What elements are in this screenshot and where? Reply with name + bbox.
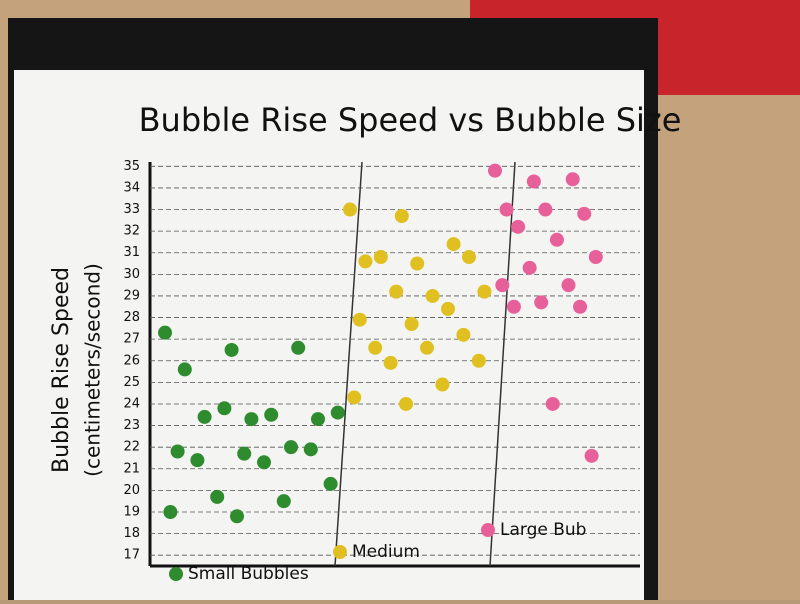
dot <box>588 250 603 265</box>
dot <box>499 202 514 217</box>
legend-label: Medium <box>352 542 420 562</box>
dot <box>462 250 476 265</box>
dot <box>404 317 419 332</box>
dot <box>511 219 526 234</box>
dot <box>488 163 502 178</box>
y-tick-label: 33 <box>123 202 140 217</box>
y-tick-label: 18 <box>123 526 140 541</box>
dot <box>163 504 178 519</box>
dot <box>549 232 564 247</box>
dot <box>291 340 306 355</box>
y-tick-label: 22 <box>123 440 140 455</box>
legend-dot <box>481 523 495 537</box>
dot <box>368 340 383 355</box>
dot <box>257 455 271 470</box>
dot <box>210 489 225 504</box>
dot <box>534 295 549 310</box>
y-tick-label: 27 <box>123 332 140 347</box>
dot <box>276 494 291 509</box>
y-tick-label: 32 <box>123 224 140 239</box>
dot <box>323 476 338 491</box>
dot <box>170 444 185 459</box>
dot <box>383 355 398 370</box>
dot <box>584 448 599 463</box>
dot <box>224 342 239 357</box>
dot <box>435 377 450 392</box>
dot <box>477 284 492 299</box>
dot <box>446 237 461 252</box>
y-axis-label: (centimeters/second) <box>81 263 105 477</box>
y-tick-label: 28 <box>123 310 140 325</box>
dot <box>244 412 259 427</box>
column-divider <box>334 161 363 567</box>
y-tick-label: 30 <box>123 267 140 282</box>
dot <box>573 299 588 314</box>
dot <box>347 390 362 405</box>
dot <box>471 353 486 368</box>
dot <box>389 284 404 299</box>
dot <box>420 340 434 355</box>
y-tick-label: 26 <box>123 353 140 368</box>
dot <box>284 440 298 455</box>
dot <box>158 325 172 340</box>
column-divider <box>489 161 516 567</box>
dot <box>230 509 244 524</box>
y-tick-label: 23 <box>123 418 140 433</box>
y-tick-label: 24 <box>123 396 140 411</box>
dot <box>506 299 521 314</box>
dot <box>311 412 325 427</box>
dot <box>217 401 232 416</box>
dot <box>358 254 373 269</box>
dot <box>303 442 318 457</box>
dot <box>394 209 409 224</box>
dot <box>343 202 357 217</box>
legend-dot <box>169 567 183 581</box>
y-tick-label: 31 <box>123 245 140 260</box>
dot <box>410 256 425 271</box>
dot <box>577 206 592 221</box>
y-tick-label: 21 <box>123 461 140 476</box>
dot <box>425 288 440 303</box>
dot <box>190 453 205 468</box>
chart-title: Bubble Rise Speed vs Bubble Size <box>139 101 682 139</box>
y-tick-label: 17 <box>123 548 140 563</box>
y-tick-label: 19 <box>123 504 140 519</box>
dot <box>441 301 455 316</box>
y-tick-label: 35 <box>123 159 140 174</box>
y-tick-label: 20 <box>123 483 140 498</box>
y-axis-label: Bubble Rise Speed <box>49 267 74 473</box>
legend-dot <box>333 545 347 559</box>
dot <box>565 172 580 187</box>
dot <box>456 327 471 342</box>
legend-label: Large Bub <box>500 520 586 540</box>
dot <box>561 278 576 293</box>
y-tick-label: 29 <box>123 288 140 303</box>
dot <box>177 362 192 377</box>
dot <box>197 409 212 424</box>
y-tick-label: 25 <box>123 375 140 390</box>
legend-label: Small Bubbles <box>188 564 309 584</box>
y-tick-label: 34 <box>123 180 140 195</box>
dot <box>526 174 541 189</box>
dot <box>495 278 510 293</box>
dot <box>264 407 279 422</box>
dot <box>399 396 413 411</box>
dot <box>522 260 537 275</box>
dot <box>545 396 560 411</box>
dot <box>538 202 553 217</box>
dot <box>373 250 388 265</box>
dot <box>237 446 252 461</box>
dot <box>352 312 367 327</box>
dot <box>330 405 345 420</box>
